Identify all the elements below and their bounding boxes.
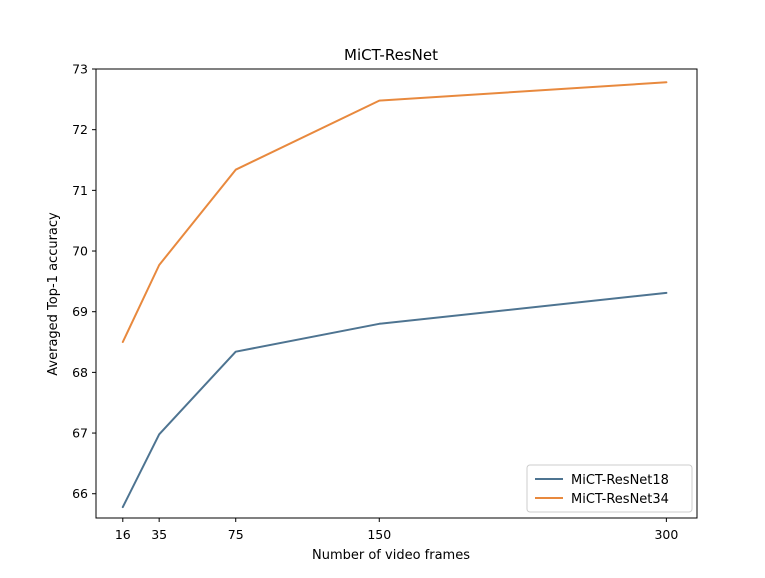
legend-label-0: MiCT-ResNet18 [571,473,669,488]
plot-area [95,68,698,519]
y-axis: 66 67 68 69 70 71 72 73 [72,62,96,501]
legend-label-1: MiCT-ResNet34 [571,492,669,507]
y-tick-label: 66 [72,486,88,501]
y-tick-label: 70 [72,244,88,259]
x-tick-label: 300 [654,527,678,542]
y-axis-label: Averaged Top-1 accuracy [46,212,61,376]
series-line-0 [121,291,668,509]
x-tick-label: 35 [151,527,167,542]
x-axis: 16 35 75 150 300 [115,518,678,542]
y-tick-label: 67 [72,426,88,441]
x-tick-label: 75 [228,527,244,542]
y-tick-label: 72 [72,122,88,137]
series-lines [121,81,668,509]
x-tick-label: 16 [115,527,131,542]
legend-box [526,464,693,513]
x-axis-label: Number of video frames [312,548,470,563]
y-tick-label: 73 [72,62,88,77]
y-tick-label: 71 [72,183,88,198]
y-tick-label: 69 [72,304,88,319]
legend: MiCT-ResNet18 MiCT-ResNet34 [526,464,693,513]
x-tick-label: 150 [367,527,391,542]
chart-title: MiCT-ResNet [344,46,438,64]
y-tick-label: 68 [72,365,88,380]
series-line-1 [121,81,668,343]
